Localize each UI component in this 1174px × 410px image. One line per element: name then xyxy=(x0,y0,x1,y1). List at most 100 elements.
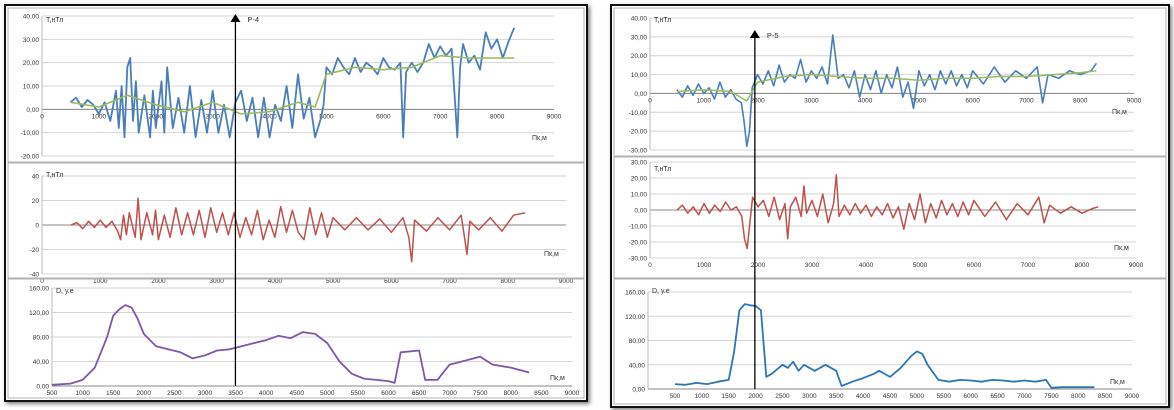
y-tick-label: -20,00 xyxy=(21,154,40,161)
x-tick-label: 2000 xyxy=(750,97,765,104)
y-tick-label: 0,00 xyxy=(26,107,39,114)
y-tick-label: -30,00 xyxy=(629,256,648,263)
x-tick-label: 5000 xyxy=(910,393,925,400)
x-tick-label: 7000 xyxy=(433,113,448,120)
x-tick-label: 8000 xyxy=(1071,393,1086,400)
chart-1: -30,00 -20,00 -10,00 0,00 10,00 20,00 30,00 40,… xyxy=(613,7,1167,157)
x-tick-label: 8000 xyxy=(504,390,519,397)
x-tick-label: 3000 xyxy=(804,97,819,104)
y-tick-label: -10,00 xyxy=(629,224,648,231)
chart-frame xyxy=(7,7,585,163)
chart-frame xyxy=(613,278,1167,405)
y-tick-label: 80,00 xyxy=(629,338,646,345)
x-tick-label: 3000 xyxy=(802,393,817,400)
x-tick-label: 4000 xyxy=(259,390,274,397)
chart-2: -40 -20 0 20 40 0 1000 2000 3000 4000 5000 6000 7000… xyxy=(7,162,585,285)
x-tick-label: 4500 xyxy=(883,393,898,400)
x-tick-label: 1000 xyxy=(93,278,108,285)
x-tick-label: 6000 xyxy=(376,113,391,120)
x-tick-label: 2000 xyxy=(751,262,766,269)
series-line-1 xyxy=(676,174,1099,250)
x-tick-label: 6000 xyxy=(963,393,978,400)
x-tick-label: 4000 xyxy=(858,97,873,104)
x-tick-label: 2500 xyxy=(167,390,182,397)
y-tick-label: 40,00 xyxy=(631,16,648,23)
x-tick-label: 6000 xyxy=(965,97,980,104)
chart-3: 0,00 40,00 80,00 120,00 160,00 500 1000 1500 200… xyxy=(7,278,585,399)
series-line-1 xyxy=(676,34,1098,147)
y-tick-label: 40,00 xyxy=(629,362,646,369)
y-axis-label: D, у.е xyxy=(652,288,670,295)
right-chart-panel: -30,00 -20,00 -10,00 0,00 10,00 20,00 30,00 40,… xyxy=(610,4,1170,408)
y-tick-label: 10,00 xyxy=(23,84,40,91)
x-tick-label: 6000 xyxy=(381,390,396,397)
series-line-2 xyxy=(676,70,1097,102)
x-tick-label: 7500 xyxy=(473,390,488,397)
x-tick-label: 5500 xyxy=(937,393,952,400)
x-tick-label: 1000 xyxy=(92,113,107,120)
x-tick-label: 3000 xyxy=(805,262,820,269)
x-tick-label: 3500 xyxy=(228,390,243,397)
x-tick-label: 3000 xyxy=(205,113,220,120)
x-tick-label: 5000 xyxy=(319,113,334,120)
x-tick-label: 3500 xyxy=(829,393,844,400)
y-tick-label: 160,00 xyxy=(625,290,645,297)
y-tick-label: 40,00 xyxy=(33,359,50,366)
y-axis-label: T,нТл xyxy=(46,172,63,179)
x-tick-label: 5000 xyxy=(912,97,927,104)
chart-3: 0,00 40,00 80,00 120,00 160,00 500 1000 1500 200… xyxy=(613,278,1167,405)
x-axis-label: Пк,м xyxy=(544,251,559,258)
x-tick-label: 5500 xyxy=(351,390,366,397)
x-tick-label: 5000 xyxy=(913,262,928,269)
x-tick-label: 0 xyxy=(648,262,652,269)
y-tick-label: -40 xyxy=(30,272,40,279)
x-tick-label: 0 xyxy=(40,278,44,285)
x-tick-label: 4000 xyxy=(859,262,874,269)
x-tick-label: 8500 xyxy=(534,390,549,397)
profile-marker-arrow xyxy=(749,30,760,38)
x-tick-label: 6500 xyxy=(990,393,1005,400)
y-tick-label: 30,00 xyxy=(631,34,648,41)
x-tick-label: 2000 xyxy=(137,390,152,397)
y-tick-label: 40,00 xyxy=(23,14,40,21)
y-tick-label: 10,00 xyxy=(631,192,648,199)
y-tick-label: 0,00 xyxy=(634,91,647,98)
y-tick-label: 0 xyxy=(35,223,39,230)
x-tick-label: 2000 xyxy=(151,278,166,285)
left-chart-panel: -20,00 -10,00 0,00 10,00 20,00 30,00 40,00 0 100… xyxy=(4,4,588,402)
y-tick-label: 30,00 xyxy=(23,37,40,44)
y-tick-label: 0,00 xyxy=(634,208,647,215)
x-tick-label: 4000 xyxy=(268,278,283,285)
x-tick-label: 5000 xyxy=(320,390,335,397)
series-line-1 xyxy=(674,303,1095,389)
x-tick-label: 4000 xyxy=(856,393,871,400)
x-tick-label: 9000 xyxy=(1127,97,1142,104)
x-axis-label: Пк,м xyxy=(1110,379,1125,386)
y-tick-label: -20,00 xyxy=(629,129,648,136)
x-tick-label: 8000 xyxy=(490,113,505,120)
x-tick-label: 0 xyxy=(648,97,652,104)
x-tick-label: 0 xyxy=(40,113,44,120)
y-axis-label: T,нТл xyxy=(654,17,671,24)
y-axis-label: T,нТл xyxy=(46,17,63,24)
x-tick-label: 9000 xyxy=(1125,393,1140,400)
x-tick-label: 9000 xyxy=(547,113,562,120)
left-chart-stack: -20,00 -10,00 0,00 10,00 20,00 30,00 40,00 0 100… xyxy=(7,7,585,399)
y-tick-label: -20 xyxy=(30,247,40,254)
x-tick-label: 4500 xyxy=(289,390,304,397)
y-tick-label: 120,00 xyxy=(29,310,49,317)
chart-frame xyxy=(7,278,585,399)
y-tick-label: 0,00 xyxy=(632,387,645,394)
x-tick-label: 1500 xyxy=(721,393,736,400)
x-axis-label: Пк,м xyxy=(550,375,565,382)
x-tick-label: 1000 xyxy=(75,390,90,397)
chart-2: -30,00 -20,00 -10,00 0,00 10,00 20,00 30,00 0 10… xyxy=(613,156,1167,279)
y-tick-label: 20,00 xyxy=(631,176,648,183)
x-tick-label: 8000 xyxy=(1075,262,1090,269)
x-tick-label: 2000 xyxy=(748,393,763,400)
x-tick-label: 9000 xyxy=(559,278,574,285)
x-tick-label: 7500 xyxy=(1044,393,1059,400)
x-tick-label: 8000 xyxy=(1073,97,1088,104)
x-tick-label: 4000 xyxy=(262,113,277,120)
x-axis-label: Пк,м xyxy=(532,135,547,142)
